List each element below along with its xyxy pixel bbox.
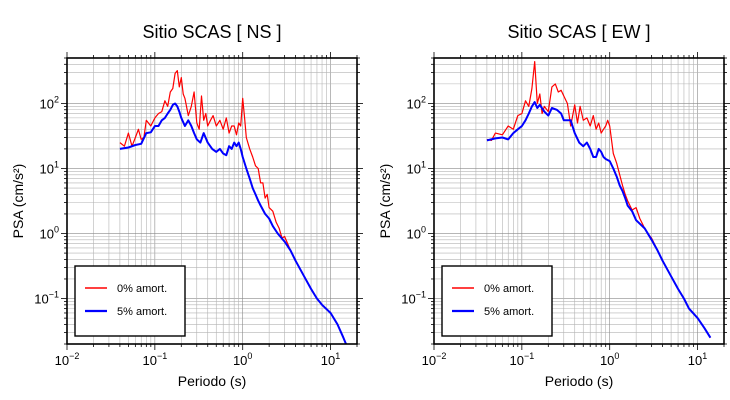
series-group [119,69,347,345]
x-tick-label: 10−2 [55,351,80,368]
plot-frame [66,57,358,345]
y-tick-label: 102 [40,94,59,111]
series-line-0pct [119,69,347,345]
y-axis-label: PSA (cm/s²) [377,164,393,239]
x-tick-label: 101 [321,351,340,368]
series-group [486,60,712,339]
chart-title: Sitio SCAS [ NS ] [142,22,281,42]
x-axis-label: Periodo (s) [545,373,613,389]
y-tick-label: 102 [407,94,426,111]
legend-box [441,265,553,337]
x-tick-label: 10−1 [509,351,534,368]
legend-box [74,265,186,337]
y-tick-label: 100 [40,225,59,242]
y-axis-label: PSA (cm/s²) [10,164,26,239]
x-tick-label: 100 [600,351,619,368]
chart-panel-ew: 10−2 10−1 100 101 10−1 100 101 102 Sitio SCAS [ … [377,22,730,389]
legend-label-5pct: 5% amort. [117,306,167,318]
x-tick-label: 101 [688,351,707,368]
x-tick-label: 10−1 [142,351,167,368]
y-tick-label: 10−1 [34,290,59,307]
series-line-5pct [486,101,712,339]
y-tick-label: 10−1 [401,290,426,307]
x-tick-label: 10−2 [422,351,447,368]
legend-label-0pct: 0% amort. [484,283,534,295]
y-tick-label: 100 [407,225,426,242]
y-tick-label: 101 [40,159,59,176]
legend-label-5pct: 5% amort. [484,306,534,318]
chart-panel-ns: 10−2 10−1 100 101 10−1 100 101 102 Sitio SCAS [ … [10,22,363,389]
x-axis-label: Periodo (s) [178,373,246,389]
chart-title: Sitio SCAS [ EW ] [507,22,650,42]
series-line-5pct [119,102,347,345]
legend-label-0pct: 0% amort. [117,283,167,295]
y-tick-label: 101 [407,159,426,176]
plot-frame [433,57,725,345]
x-tick-label: 100 [233,351,252,368]
